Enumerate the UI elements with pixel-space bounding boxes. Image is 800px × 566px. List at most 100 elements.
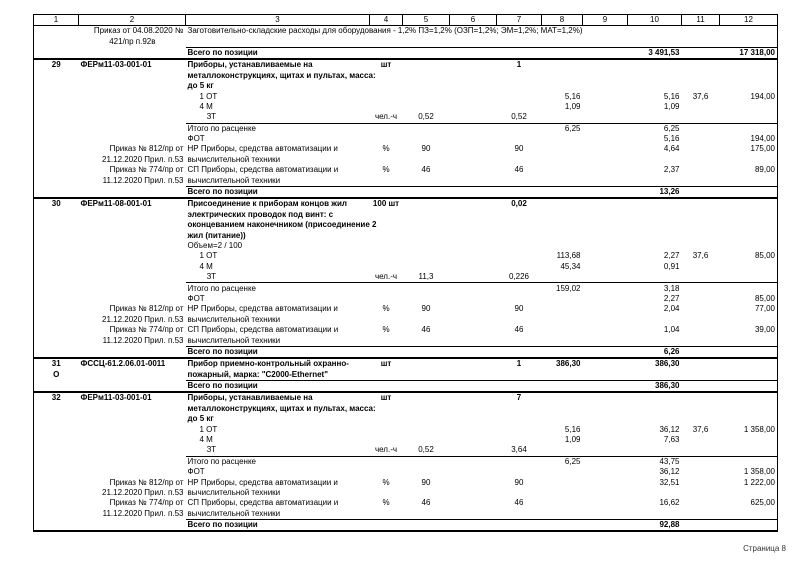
table-cell	[542, 315, 583, 325]
table-cell: 6,25	[541, 455, 583, 468]
table-cell	[542, 71, 583, 81]
table-cell	[582, 282, 628, 294]
table-cell	[403, 435, 450, 445]
table-cell	[450, 220, 497, 230]
table-cell	[450, 272, 497, 283]
table-cell	[682, 112, 720, 123]
table-cell	[497, 370, 542, 381]
table-cell	[582, 185, 628, 200]
table-cell	[583, 220, 628, 230]
table-cell: 194,00	[750, 134, 775, 144]
table-cell	[720, 36, 778, 47]
table-cell	[720, 358, 778, 369]
table-cell	[583, 414, 628, 424]
table-cell: 1 ОТ	[199, 251, 218, 261]
table-cell: 2,04	[663, 304, 680, 314]
table-cell	[583, 304, 628, 314]
table-cell	[720, 102, 778, 112]
page-number: Страница 8	[743, 544, 786, 553]
table-cell: Присоединение к приборам концов жил	[187, 199, 347, 209]
table-cell	[79, 404, 186, 414]
table-cell	[34, 134, 79, 144]
table-cell	[450, 262, 497, 272]
table-cell	[370, 414, 403, 424]
table-cell	[449, 46, 497, 61]
table-cell	[720, 155, 778, 165]
table-cell	[583, 262, 628, 272]
table-row: ФОТ 36,12 1 358,00	[34, 467, 778, 477]
column-header: 6	[449, 14, 497, 26]
table-cell	[450, 241, 497, 251]
table-cell: Всего по позиции	[185, 46, 370, 61]
table-cell: вычислительной техники	[187, 175, 281, 185]
table-cell	[628, 315, 682, 325]
table-cell	[369, 345, 403, 360]
table-cell	[34, 175, 79, 186]
table-cell	[370, 175, 403, 186]
table-cell: 90	[514, 144, 524, 154]
table-cell	[403, 134, 450, 144]
table-cell: ЗТ	[206, 445, 217, 455]
table-cell	[542, 198, 583, 209]
table-cell	[497, 262, 542, 272]
table-cell: чел.-ч	[374, 272, 398, 282]
table-cell	[720, 241, 778, 251]
header-row: 1 2 3 4 5 6 7 8 9 10 11 12	[33, 14, 778, 26]
table-cell: 0,52	[418, 112, 434, 122]
table-cell	[370, 435, 403, 445]
table-cell	[720, 81, 778, 91]
table-cell: 113,68	[556, 251, 581, 261]
table-cell	[628, 220, 682, 230]
table-cell	[719, 282, 778, 294]
table-cell: 1,09	[663, 101, 680, 111]
table-cell	[403, 404, 450, 414]
table-cell	[402, 46, 450, 61]
table-cell: О	[53, 369, 60, 379]
table-cell: ФОТ	[187, 467, 205, 477]
table-cell	[403, 488, 450, 498]
table-cell	[497, 175, 542, 186]
table-cell	[33, 519, 79, 533]
table-cell	[542, 477, 583, 487]
table-cell	[497, 509, 542, 520]
table-cell	[450, 488, 497, 498]
table-cell	[34, 220, 79, 230]
table-cell	[582, 455, 628, 468]
table-row: 11.12.2020 Прил. п.53 вычислительной техн…	[34, 335, 778, 346]
table-cell: металлоконструкциях, щитах и пультах, ма…	[187, 70, 376, 80]
table-row: оконцеванием наконечником (присоединение…	[34, 220, 778, 230]
table-cell	[496, 379, 542, 394]
table-cell	[682, 315, 720, 325]
table-cell	[682, 509, 720, 520]
column-header: 9	[582, 14, 628, 26]
table-cell	[34, 262, 79, 272]
table-cell: 4,64	[663, 144, 680, 154]
table-cell	[369, 46, 403, 61]
table-cell	[497, 294, 542, 304]
table-cell	[583, 294, 628, 304]
table-cell	[719, 345, 778, 360]
table-cell	[583, 488, 628, 498]
table-cell: 0,91	[663, 261, 680, 271]
table-cell: вычислительной техники	[187, 154, 281, 164]
table-cell	[628, 445, 682, 456]
table-cell	[682, 358, 720, 369]
table-cell	[370, 424, 403, 434]
table-row: Всего по позиции 6,26	[33, 345, 778, 360]
table-cell	[583, 498, 628, 508]
table-row: ЗТ чел.-ч 0,52 0,52	[34, 112, 778, 123]
table-cell	[450, 294, 497, 304]
table-cell	[583, 175, 628, 186]
table-cell	[583, 424, 628, 434]
table-cell	[720, 509, 778, 520]
table-cell	[541, 345, 583, 360]
table-cell: 1 358,00	[743, 467, 775, 477]
table-cell	[496, 46, 542, 61]
table-cell	[497, 230, 542, 240]
table-cell: 31	[51, 359, 61, 369]
column-header: 10	[627, 14, 682, 26]
table-cell: 4 М	[199, 261, 213, 271]
table-cell	[541, 379, 583, 394]
table-cell	[403, 59, 450, 70]
